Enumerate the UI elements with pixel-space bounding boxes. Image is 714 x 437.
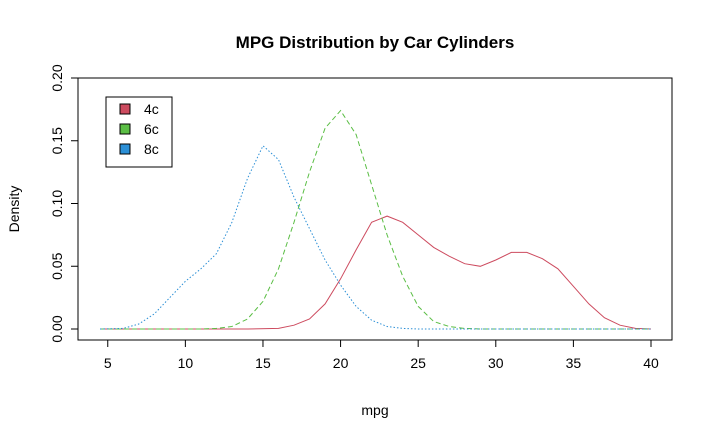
series-line-6c bbox=[100, 109, 651, 330]
legend-box bbox=[105, 96, 173, 168]
legend-label: 8c bbox=[144, 141, 159, 157]
legend-label: 4c bbox=[144, 101, 159, 117]
x-tick-label: 10 bbox=[178, 355, 194, 371]
x-tick-label: 15 bbox=[255, 355, 271, 371]
x-axis-label: mpg bbox=[361, 402, 388, 418]
chart-title: MPG Distribution by Car Cylinders bbox=[236, 33, 515, 52]
y-tick-label: 0.00 bbox=[49, 315, 65, 342]
x-tick-label: 20 bbox=[333, 355, 349, 371]
x-tick-label: 25 bbox=[410, 355, 426, 371]
x-tick-label: 40 bbox=[643, 355, 659, 371]
y-axis-label: Density bbox=[6, 186, 22, 233]
legend: 4c 6c 8c bbox=[105, 96, 173, 168]
y-tick-label: 0.20 bbox=[49, 64, 65, 91]
series-line-4c bbox=[100, 215, 652, 330]
series-layer bbox=[99, 109, 652, 330]
y-tick-label: 0.05 bbox=[49, 252, 65, 279]
legend-label: 6c bbox=[144, 121, 159, 137]
x-axis: 5 10 15 20 25 30 35 40 bbox=[104, 339, 659, 371]
legend-swatch bbox=[119, 123, 131, 135]
series-line-8c bbox=[99, 144, 651, 330]
x-tick-label: 5 bbox=[104, 355, 112, 371]
y-axis: 0.00 0.05 0.10 0.15 0.20 bbox=[49, 64, 79, 343]
y-tick-label: 0.15 bbox=[49, 127, 65, 154]
legend-swatch bbox=[119, 103, 131, 115]
x-tick-label: 30 bbox=[488, 355, 504, 371]
x-tick-label: 35 bbox=[566, 355, 582, 371]
y-tick-label: 0.10 bbox=[49, 190, 65, 217]
legend-swatch bbox=[119, 143, 131, 155]
